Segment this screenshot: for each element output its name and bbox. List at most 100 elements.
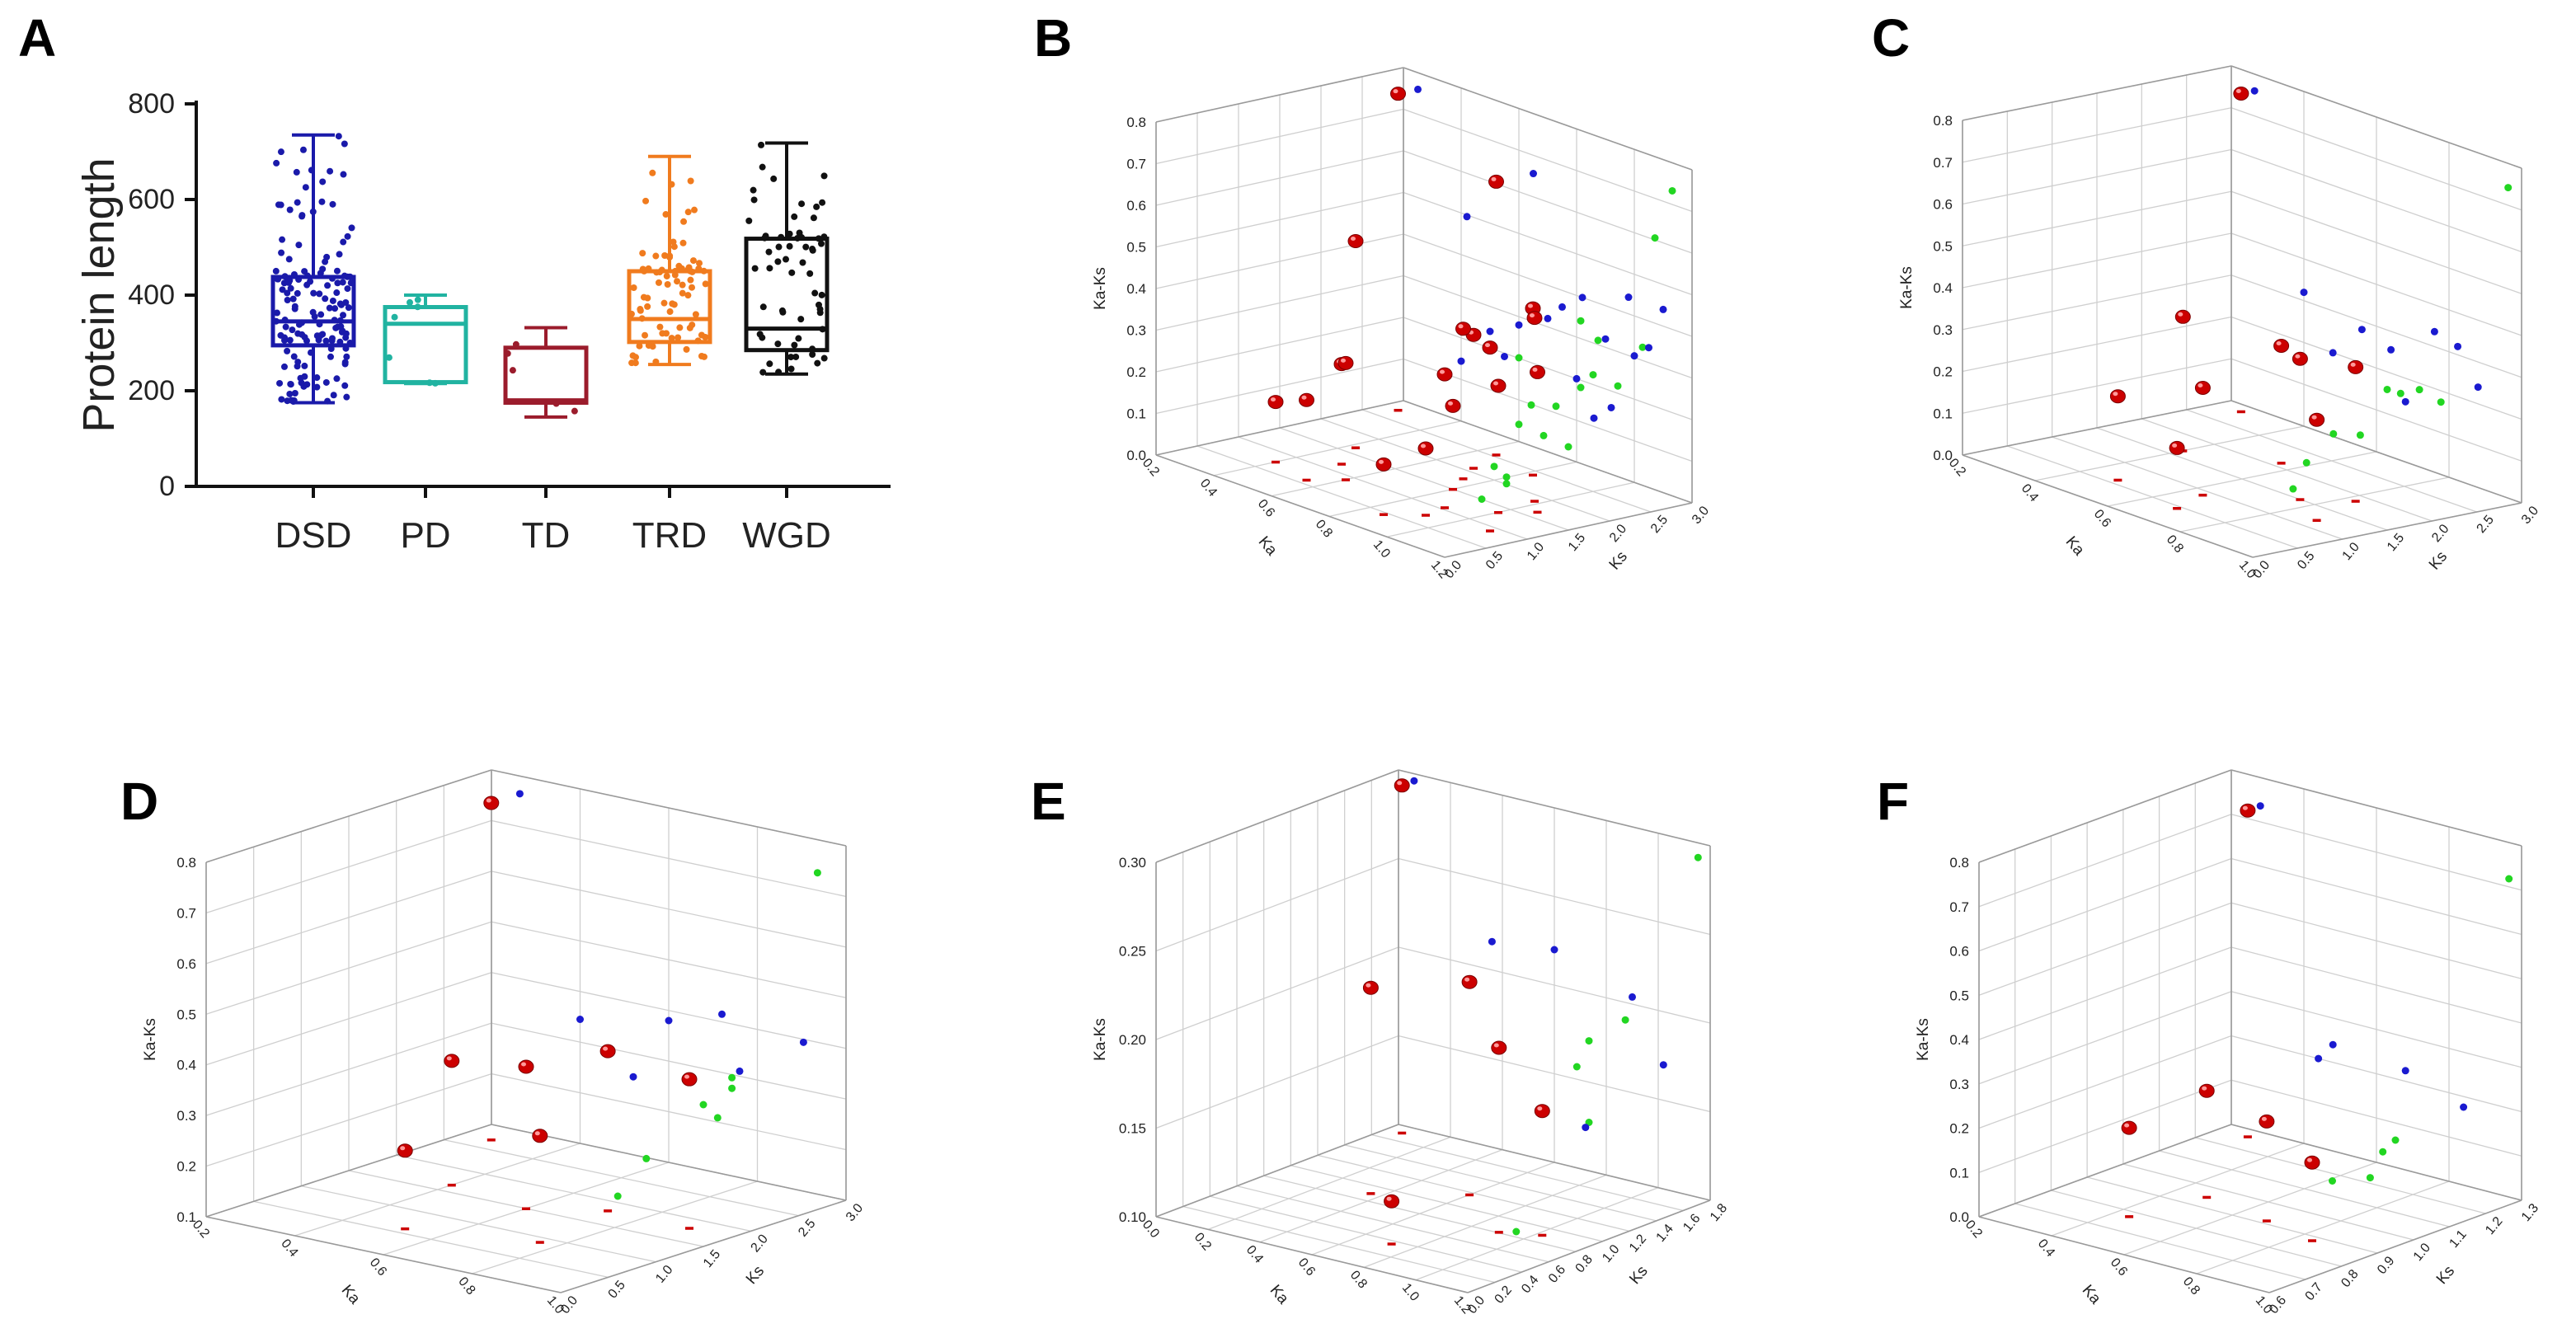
projection-point-green [1668, 186, 1676, 195]
sphere-highlight [1537, 1106, 1543, 1111]
data-point [637, 307, 644, 314]
grid-line [1238, 436, 1528, 540]
z-tick-label: 0.7 [1933, 155, 1953, 171]
data-point [281, 317, 289, 324]
data-point [328, 337, 336, 345]
sphere-highlight [2172, 443, 2178, 448]
data-point [278, 396, 285, 403]
data-point [332, 324, 340, 331]
projection-point-blue [1607, 403, 1615, 411]
data-point [414, 303, 421, 311]
projection-point-green [2504, 184, 2513, 192]
y-tick-label: 3.0 [1690, 504, 1712, 527]
data-point [675, 262, 683, 270]
data-sphere-red [2174, 309, 2191, 324]
sphere-highlight [1448, 401, 1453, 406]
data-point [276, 379, 284, 387]
floor-projection-red [401, 1227, 410, 1231]
projection-point-blue [2315, 1054, 2323, 1063]
grid-line [1344, 1144, 1657, 1222]
data-point [316, 290, 323, 298]
data-point [310, 289, 317, 297]
axis-frame [1403, 400, 1693, 504]
data-sphere-red [1488, 174, 1504, 189]
data-point [645, 265, 652, 272]
floor-projection-red [2243, 1135, 2252, 1138]
data-point [702, 280, 709, 288]
grid-line [1210, 1195, 1522, 1273]
projection-point-green [1585, 1037, 1593, 1045]
grid-line [1978, 857, 2232, 952]
data-point [326, 304, 333, 312]
data-point [795, 335, 802, 342]
data-point [279, 236, 286, 243]
data-sphere-red [1394, 778, 1410, 793]
floor-projection-red [535, 1241, 544, 1244]
data-point [687, 276, 694, 284]
data-point [806, 270, 814, 277]
box-trd [627, 269, 712, 345]
projection-point-green [728, 1084, 736, 1092]
panel-letter-e: E [1031, 772, 1066, 831]
data-point [750, 186, 757, 194]
floor-projection-red [1486, 529, 1494, 533]
y-tick-label: 200 [128, 375, 175, 406]
projection-point-blue [1624, 293, 1633, 302]
z-tick-label: 0.6 [176, 956, 196, 972]
projection-point-green [1589, 371, 1597, 379]
axis-frame [1155, 1124, 1399, 1218]
projection-point-green [613, 1192, 622, 1200]
axis-frame [491, 769, 847, 847]
data-point [774, 258, 782, 265]
sphere-highlight [2276, 341, 2282, 345]
data-point [295, 321, 303, 328]
y-tick-label: 0.0 [1442, 558, 1464, 581]
y-tick-label: 1.2 [1627, 1232, 1649, 1255]
z-tick-label: 0.4 [1933, 280, 1953, 296]
grid-line [1978, 1079, 2232, 1173]
data-point [329, 200, 336, 208]
floor-projection-red [1394, 408, 1403, 412]
projection-point-blue [1544, 314, 1552, 322]
y-axis-title: Ks [2433, 1263, 2458, 1288]
sphere-highlight [1493, 1043, 1499, 1048]
grid-line [301, 1185, 656, 1263]
data-sphere-red [2121, 1120, 2137, 1135]
data-point [770, 175, 778, 182]
data-point [778, 233, 785, 241]
data-point [284, 289, 291, 297]
y-tick-label: 0.6 [1546, 1263, 1568, 1286]
grid-line [2122, 1163, 2414, 1241]
projection-point-blue [1457, 357, 1465, 365]
projection-point-blue [515, 790, 524, 798]
data-point [750, 196, 758, 204]
floor-projection-red [447, 1183, 456, 1187]
sphere-highlight [486, 798, 491, 803]
sphere-highlight [1341, 358, 1346, 363]
y-tick-label: 3.0 [2519, 504, 2541, 527]
data-point [787, 365, 795, 373]
data-point [287, 381, 294, 388]
data-sphere-red [2109, 389, 2126, 404]
sphere-highlight [534, 1131, 540, 1136]
z-tick-label: 0.6 [1949, 944, 1969, 960]
grid-line [2051, 1143, 2305, 1237]
data-point [303, 272, 311, 279]
projection-point-green [2415, 386, 2423, 394]
y-tick-label: 1.2 [2483, 1214, 2505, 1237]
data-point [336, 251, 343, 258]
data-point [759, 368, 767, 376]
data-point [303, 281, 311, 289]
data-point [290, 353, 298, 360]
x-tick-label: WGD [742, 515, 831, 556]
grid-line [1279, 427, 1569, 531]
axis-frame [1962, 454, 2254, 558]
z-tick-label: 0.3 [1949, 1077, 1969, 1092]
data-point [663, 272, 670, 279]
z-tick-label: 0.2 [1126, 364, 1146, 380]
data-point [689, 322, 696, 329]
x-axis-title: Ka [2079, 1282, 2104, 1308]
grid-line [1311, 1162, 1555, 1256]
projection-point-blue [1414, 85, 1422, 93]
y-tick-label: 1.6 [1681, 1211, 1703, 1234]
